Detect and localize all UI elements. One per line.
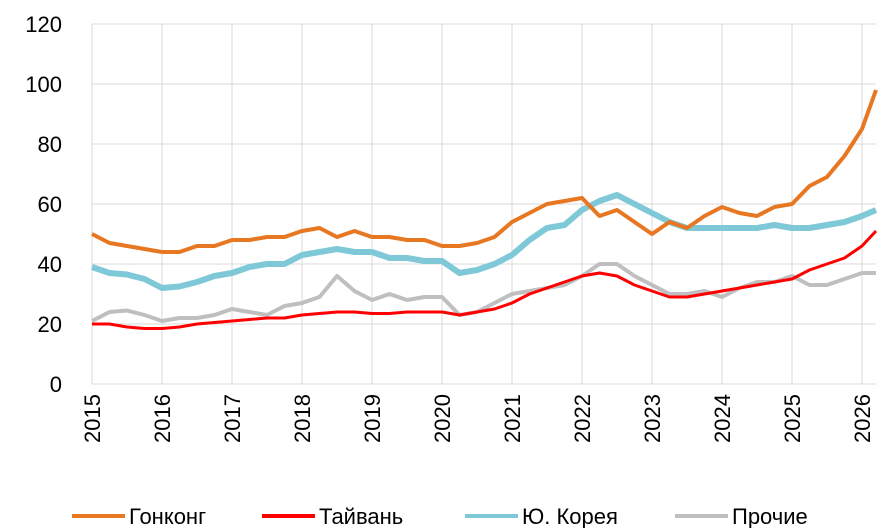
series-line: [91, 262, 876, 323]
legend-label: Тайвань: [319, 504, 403, 528]
x-tick-label: 2018: [290, 394, 315, 443]
y-tick-label: 0: [50, 372, 62, 397]
x-tick-label: 2017: [220, 394, 245, 443]
x-tick-label: 2025: [780, 394, 805, 443]
series-line: [91, 192, 878, 291]
y-tick-label: 120: [25, 12, 62, 37]
legend-label: Гонконг: [129, 504, 206, 528]
legend-label: Прочие: [732, 504, 808, 528]
x-tick-label: 2019: [360, 394, 385, 443]
legend-label: Ю. Корея: [522, 504, 618, 528]
y-tick-label: 20: [38, 312, 62, 337]
y-tick-label: 40: [38, 252, 62, 277]
x-tick-label: 2016: [150, 394, 175, 443]
x-tick-label: 2021: [500, 394, 525, 443]
x-tick-label: 2020: [430, 394, 455, 443]
y-tick-label: 80: [38, 132, 62, 157]
x-tick-label: 2026: [850, 394, 875, 443]
y-tick-label: 100: [25, 72, 62, 97]
series-line: [92, 229, 878, 330]
x-tick-label: 2015: [80, 394, 105, 443]
x-tick-label: 2022: [570, 394, 595, 443]
series-line: [91, 89, 878, 254]
y-tick-label: 60: [38, 192, 62, 217]
x-tick-label: 2023: [640, 394, 665, 443]
x-tick-label: 2024: [710, 394, 735, 443]
